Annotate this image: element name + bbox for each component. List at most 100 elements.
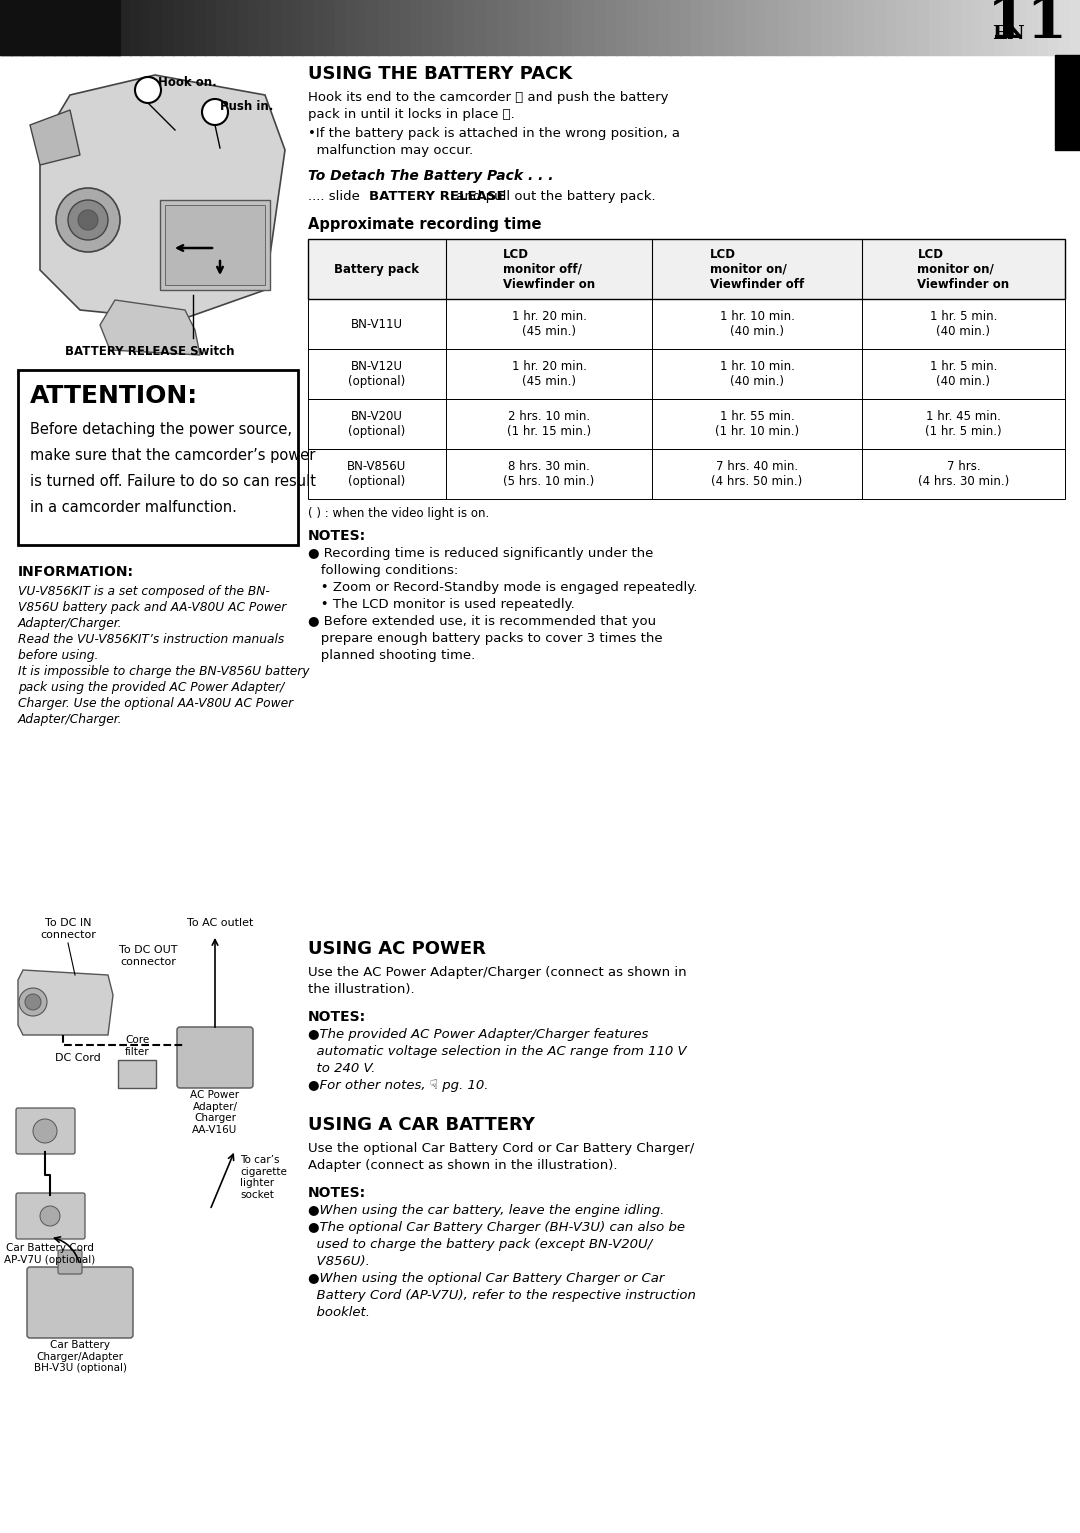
Bar: [842, 0, 854, 55]
Text: malfunction may occur.: malfunction may occur.: [308, 144, 473, 156]
Text: AC Power
Adapter/
Charger
AA-V16U: AC Power Adapter/ Charger AA-V16U: [190, 1090, 240, 1134]
Bar: [702, 0, 714, 55]
Text: Battery Cord (AP-V7U), refer to the respective instruction: Battery Cord (AP-V7U), refer to the resp…: [308, 1289, 696, 1302]
Bar: [929, 0, 941, 55]
Bar: [1055, 55, 1080, 150]
FancyBboxPatch shape: [16, 1108, 75, 1154]
Text: Approximate recording time: Approximate recording time: [308, 218, 541, 231]
Bar: [940, 0, 951, 55]
Bar: [734, 0, 746, 55]
Text: and pull out the battery pack.: and pull out the battery pack.: [453, 190, 656, 202]
FancyBboxPatch shape: [27, 1266, 133, 1338]
Bar: [659, 0, 671, 55]
Text: NOTES:: NOTES:: [308, 1010, 366, 1024]
Bar: [302, 0, 314, 55]
Text: ATTENTION:: ATTENTION:: [30, 383, 198, 408]
Bar: [724, 0, 735, 55]
Bar: [1015, 0, 1027, 55]
Circle shape: [56, 189, 120, 251]
Bar: [875, 0, 887, 55]
Bar: [194, 0, 206, 55]
Text: USING A CAR BATTERY: USING A CAR BATTERY: [308, 1116, 535, 1134]
Bar: [810, 0, 822, 55]
Text: in a camcorder malfunction.: in a camcorder malfunction.: [30, 500, 237, 515]
Bar: [173, 0, 185, 55]
Bar: [108, 0, 120, 55]
Bar: [799, 0, 811, 55]
Bar: [745, 0, 757, 55]
Text: To car’s
cigarette
lighter
socket: To car’s cigarette lighter socket: [240, 1154, 287, 1200]
Text: Adapter (connect as shown in the illustration).: Adapter (connect as shown in the illustr…: [308, 1159, 618, 1173]
Text: Car Battery Cord
AP-V7U (optional): Car Battery Cord AP-V7U (optional): [4, 1243, 96, 1265]
Text: 1 hr. 5 min.
(40 min.): 1 hr. 5 min. (40 min.): [930, 360, 997, 388]
Bar: [118, 1059, 156, 1088]
Circle shape: [202, 100, 228, 126]
Text: Use the AC Power Adapter/Charger (connect as shown in: Use the AC Power Adapter/Charger (connec…: [308, 966, 687, 980]
Bar: [162, 0, 174, 55]
Bar: [540, 0, 552, 55]
Text: Adapter/Charger.: Adapter/Charger.: [18, 713, 122, 727]
Bar: [886, 0, 897, 55]
Text: 8 hrs. 30 min.
(5 hrs. 10 min.): 8 hrs. 30 min. (5 hrs. 10 min.): [503, 460, 595, 487]
Bar: [335, 0, 347, 55]
Text: 1 hr. 55 min.
(1 hr. 10 min.): 1 hr. 55 min. (1 hr. 10 min.): [715, 409, 799, 438]
Text: is turned off. Failure to do so can result: is turned off. Failure to do so can resu…: [30, 474, 316, 489]
Text: pack in until it locks in place Ⓑ.: pack in until it locks in place Ⓑ.: [308, 107, 515, 121]
Bar: [551, 0, 563, 55]
Bar: [529, 0, 541, 55]
Circle shape: [68, 199, 108, 241]
Text: prepare enough battery packs to cover 3 times the: prepare enough battery packs to cover 3 …: [308, 632, 663, 645]
Text: Adapter/Charger.: Adapter/Charger.: [18, 616, 122, 630]
Text: V856U battery pack and AA-V80U AC Power: V856U battery pack and AA-V80U AC Power: [18, 601, 286, 615]
Bar: [821, 0, 833, 55]
Bar: [400, 0, 411, 55]
Circle shape: [40, 1206, 60, 1226]
Text: 1 hr. 10 min.
(40 min.): 1 hr. 10 min. (40 min.): [719, 310, 795, 337]
Bar: [86, 0, 98, 55]
Text: used to charge the battery pack (except BN-V20U/: used to charge the battery pack (except …: [308, 1239, 652, 1251]
Text: To Detach The Battery Pack . . .: To Detach The Battery Pack . . .: [308, 169, 554, 182]
Text: before using.: before using.: [18, 648, 98, 662]
Bar: [1058, 0, 1070, 55]
Bar: [119, 0, 131, 55]
Circle shape: [78, 210, 98, 230]
Polygon shape: [30, 110, 80, 166]
Text: USING THE BATTERY PACK: USING THE BATTERY PACK: [308, 64, 572, 83]
Bar: [562, 0, 573, 55]
Text: VU-V856KIT is a set composed of the BN-: VU-V856KIT is a set composed of the BN-: [18, 586, 270, 598]
Text: ●When using the optional Car Battery Charger or Car: ●When using the optional Car Battery Cha…: [308, 1272, 664, 1285]
Text: ●The optional Car Battery Charger (BH-V3U) can also be: ●The optional Car Battery Charger (BH-V3…: [308, 1220, 685, 1234]
Bar: [518, 0, 530, 55]
Bar: [281, 0, 293, 55]
Bar: [421, 0, 433, 55]
Text: Use the optional Car Battery Cord or Car Battery Charger/: Use the optional Car Battery Cord or Car…: [308, 1142, 694, 1154]
Bar: [583, 0, 595, 55]
Bar: [907, 0, 919, 55]
Bar: [605, 0, 617, 55]
Bar: [432, 0, 444, 55]
Bar: [410, 0, 422, 55]
Bar: [308, 350, 1065, 399]
Text: booklet.: booklet.: [308, 1306, 370, 1318]
Text: make sure that the camcorder’s power: make sure that the camcorder’s power: [30, 448, 315, 463]
Bar: [626, 0, 638, 55]
Bar: [832, 0, 843, 55]
Bar: [1037, 0, 1049, 55]
Bar: [0, 0, 120, 55]
Bar: [1026, 0, 1038, 55]
Bar: [950, 0, 962, 55]
Bar: [648, 0, 660, 55]
Bar: [1048, 0, 1059, 55]
Text: Before detaching the power source,: Before detaching the power source,: [30, 422, 292, 437]
Bar: [11, 0, 23, 55]
Bar: [961, 0, 973, 55]
Bar: [0, 0, 12, 55]
Bar: [151, 0, 163, 55]
Text: the illustration).: the illustration).: [308, 983, 415, 996]
Text: .... slide: .... slide: [308, 190, 364, 202]
Bar: [637, 0, 649, 55]
Bar: [594, 0, 606, 55]
Bar: [756, 0, 768, 55]
FancyBboxPatch shape: [177, 1027, 253, 1088]
Bar: [616, 0, 627, 55]
